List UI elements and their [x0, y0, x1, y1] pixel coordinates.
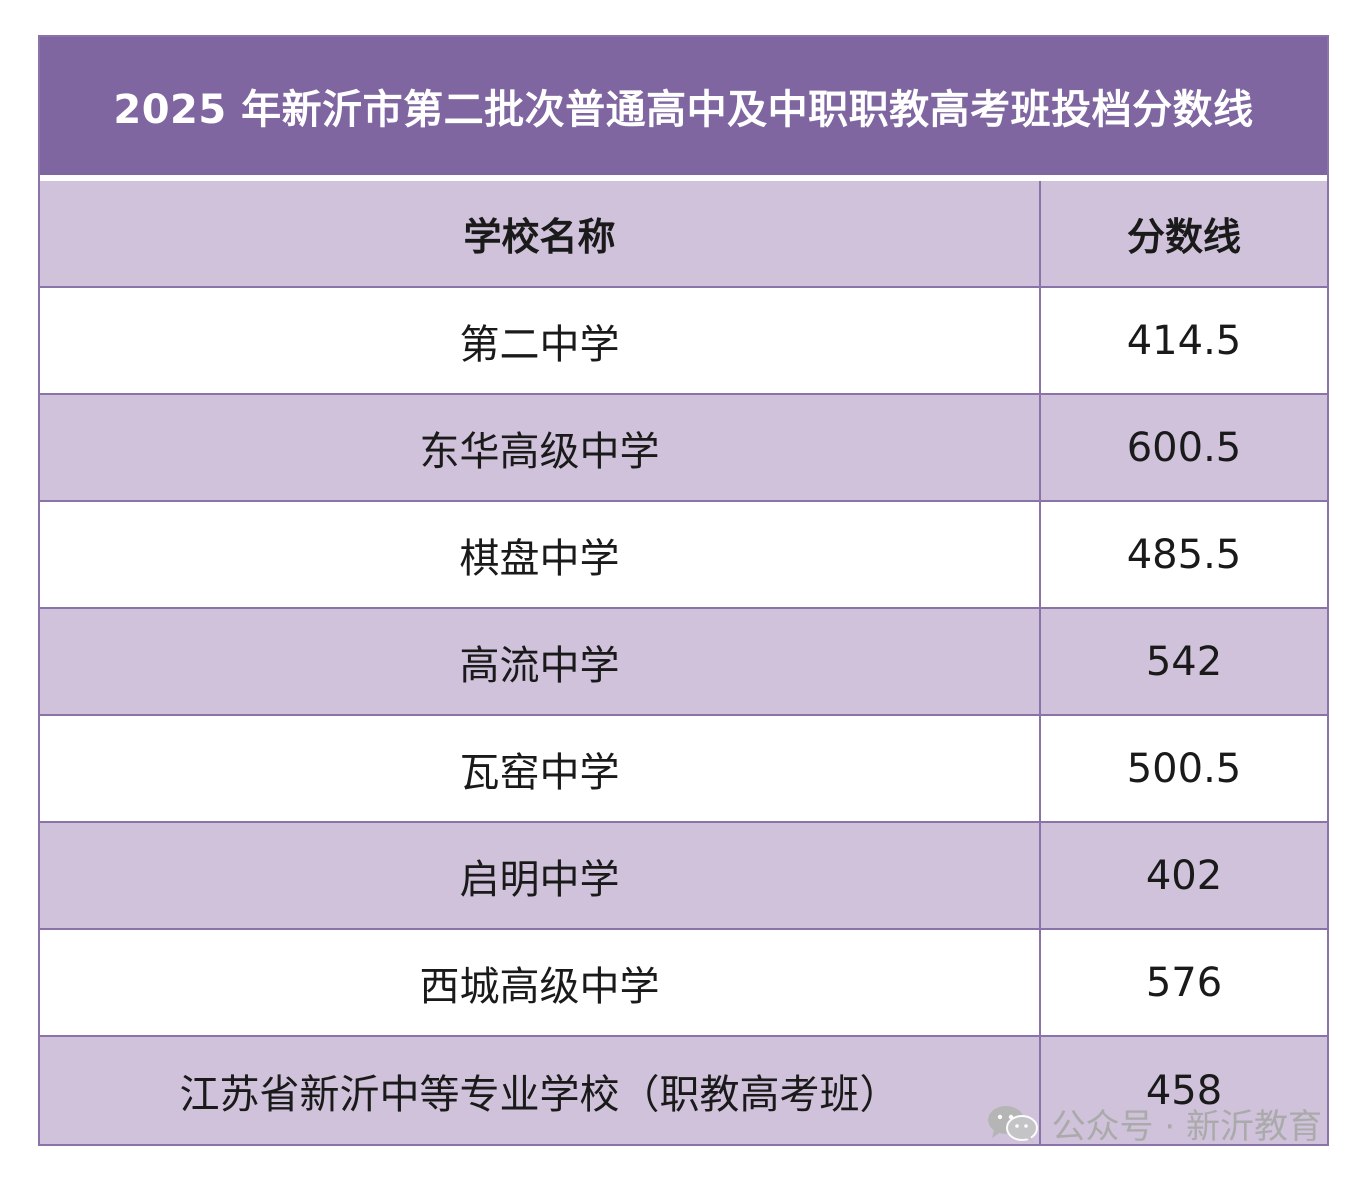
school-name-cell: 高流中学 [40, 609, 1041, 714]
school-name-cell: 棋盘中学 [40, 502, 1041, 607]
score-cell: 542 [1145, 638, 1223, 685]
watermark-text: 公众号 · 新沂教育 [1051, 1107, 1322, 1147]
table-row: 第二中学 414.5 [40, 288, 1327, 395]
wechat-icon [986, 1103, 1040, 1145]
table-row: 启明中学 402 [40, 823, 1327, 930]
score-cell: 414.5 [1126, 317, 1242, 364]
score-cell: 402 [1145, 852, 1223, 899]
table-row: 棋盘中学 485.5 [40, 502, 1327, 609]
table-row: 东华高级中学 600.5 [40, 395, 1327, 502]
score-table: 学校名称 分数线 第二中学 414.5 东华高级中学 600.5 棋盘中学 48… [40, 181, 1327, 1144]
school-name-cell: 瓦窑中学 [40, 716, 1041, 821]
school-name-cell: 西城高级中学 [40, 930, 1041, 1035]
header-school-name: 学校名称 [40, 181, 1041, 286]
table-row: 江苏省新沂中等专业学校（职教高考班） 458 [40, 1037, 1327, 1144]
school-name-cell: 第二中学 [40, 288, 1041, 393]
score-cell: 600.5 [1126, 424, 1242, 471]
table-row: 西城高级中学 576 [40, 930, 1327, 1037]
page-title: 2025 年新沂市第二批次普通高中及中职职教高考班投档分数线 [40, 37, 1327, 179]
score-cell: 458 [1145, 1067, 1223, 1114]
table-row: 高流中学 542 [40, 609, 1327, 716]
table-row: 瓦窑中学 500.5 [40, 716, 1327, 823]
school-name-cell: 启明中学 [40, 823, 1041, 928]
score-cell: 485.5 [1126, 531, 1242, 578]
school-name-cell: 东华高级中学 [40, 395, 1041, 500]
score-cell: 576 [1145, 959, 1223, 1006]
score-cell: 500.5 [1126, 745, 1242, 792]
watermark: 公众号 · 新沂教育 [986, 1099, 1322, 1148]
school-name-cell: 江苏省新沂中等专业学校（职教高考班） [40, 1037, 1041, 1144]
score-table-document: 2025 年新沂市第二批次普通高中及中职职教高考班投档分数线 学校名称 分数线 … [38, 35, 1329, 1146]
table-header-row: 学校名称 分数线 [40, 181, 1327, 288]
header-score: 分数线 [1126, 215, 1241, 259]
